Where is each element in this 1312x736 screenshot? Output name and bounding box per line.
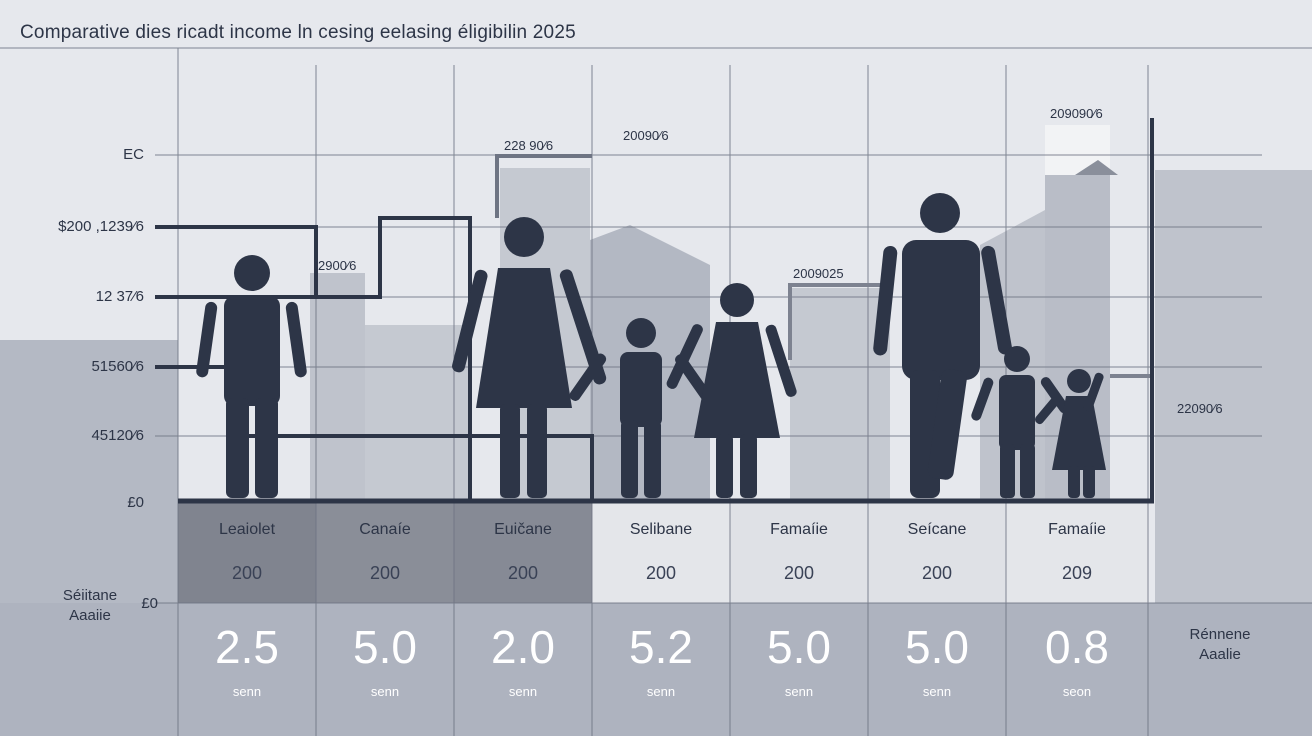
- value-label: 2.5: [215, 621, 279, 673]
- y-tick-label: 45120⁄6: [91, 427, 144, 444]
- annotation-label: 2009025: [793, 266, 844, 281]
- y-tick-label: £0: [127, 494, 144, 511]
- cell-col4: [592, 503, 730, 603]
- value-unit: seon: [1062, 684, 1092, 699]
- annotation-label: 22090⁄6: [1177, 401, 1223, 416]
- right-backdrop: [1155, 170, 1312, 603]
- y-tick-label: $200 ,1239⁄6: [58, 218, 144, 235]
- person-child-3-icon: [1035, 369, 1106, 498]
- step-block-1: [310, 273, 365, 500]
- annotation-label: 20090⁄6: [623, 128, 669, 143]
- value-label: 0.8: [1045, 621, 1109, 673]
- value-unit: senn: [232, 684, 262, 699]
- arrow-head: [1075, 160, 1118, 175]
- person-child-1-icon: [569, 318, 712, 498]
- cell-col1: [178, 503, 316, 603]
- lower-band: [0, 603, 1312, 736]
- row-label-right-line-2: Aaalie: [1199, 646, 1241, 663]
- annotation-label: 2900⁄6: [318, 258, 357, 273]
- step-block-4: [790, 288, 890, 500]
- person-adult-1-icon: [196, 255, 307, 498]
- y-tick-label: 12 37⁄6: [95, 288, 144, 305]
- row-label-right-line-1: Rénnene: [1189, 626, 1251, 643]
- value-label: 5.0: [353, 621, 417, 673]
- left-backdrop: [0, 340, 178, 603]
- count-label: 200: [783, 563, 815, 583]
- y-tick-label: EC: [123, 146, 144, 163]
- value-unit: senn: [922, 684, 952, 699]
- step-line-grey: [495, 154, 592, 218]
- annotation-label: 209090⁄6: [1050, 106, 1103, 121]
- person-child-2-icon: [971, 346, 1070, 498]
- cell-col3: [454, 503, 592, 603]
- value-label: 5.0: [767, 621, 831, 673]
- value-unit: senn: [646, 684, 676, 699]
- category-label: Selibane: [629, 521, 693, 538]
- chart-title: Comparative dies ricadt income ln cesing…: [20, 22, 576, 43]
- category-label: Leaiolet: [218, 521, 276, 538]
- annotation-label: 228 90⁄6: [504, 138, 554, 153]
- row-label-left-line-2: Aaaiie: [69, 607, 111, 624]
- cell-col2: [316, 503, 454, 603]
- value-unit: senn: [508, 684, 538, 699]
- count-label: 209: [1061, 563, 1093, 583]
- row-label-right: Rénnene Aaalie: [1172, 625, 1268, 665]
- category-label: Seícane: [907, 521, 967, 538]
- category-label: Famaíie: [770, 521, 828, 538]
- count-label: 200: [507, 563, 539, 583]
- person-woman-icon: [452, 217, 607, 498]
- count-label: 200: [921, 563, 953, 583]
- value-label: 5.0: [905, 621, 969, 673]
- step-block-2: [365, 325, 470, 500]
- row-label-left-line-1: Séiitane: [62, 587, 118, 604]
- category-label: Euičane: [494, 521, 552, 538]
- count-label: 200: [645, 563, 677, 583]
- count-label: 200: [369, 563, 401, 583]
- step-line-grey-2: [788, 283, 890, 360]
- value-label: 2.0: [491, 621, 555, 673]
- value-unit: senn: [784, 684, 814, 699]
- person-girl-icon: [666, 283, 797, 498]
- person-man-tall-icon: [873, 193, 1012, 498]
- count-label: 200: [231, 563, 263, 583]
- value-unit: senn: [370, 684, 400, 699]
- row-label-left: Séiitane Aaaiie: [42, 586, 138, 626]
- y-tick-label: 51560⁄6: [91, 358, 144, 375]
- value-label: 5.2: [629, 621, 693, 673]
- cell-col7: [1006, 503, 1148, 603]
- cell-col6: [868, 503, 1006, 603]
- lower-zero-label: £0: [141, 595, 158, 612]
- category-label: Canaíe: [359, 521, 411, 538]
- category-label: Famaíie: [1048, 521, 1106, 538]
- cell-col5: [730, 503, 868, 603]
